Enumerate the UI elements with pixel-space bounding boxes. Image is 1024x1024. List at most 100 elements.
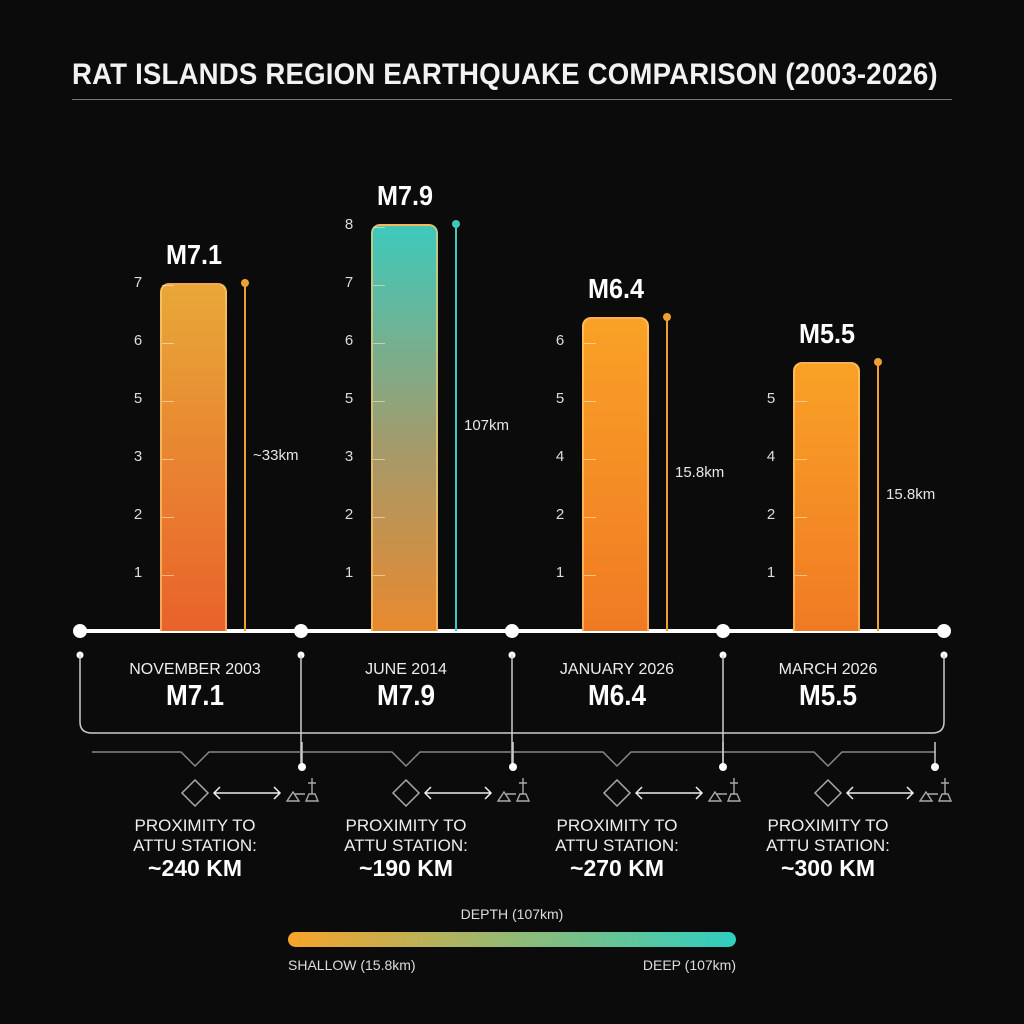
proximity-heading: ATTU STATION: [555, 836, 679, 855]
tick-label: 2 [766, 506, 776, 523]
depth-label: 15.8km [886, 486, 936, 504]
magnitude-bar [371, 223, 438, 631]
date-label: JANUARY 2026 [559, 661, 675, 678]
depth-line [455, 223, 457, 631]
bar-tick [373, 516, 385, 518]
depth-dot [452, 219, 460, 228]
chart-title: RAT ISLANDS REGION EARTHQUAKE COMPARISON… [72, 58, 938, 91]
date-label: NOVEMBER 2003 [129, 661, 261, 678]
tick-label: 5 [344, 390, 354, 407]
depth-dot [663, 313, 671, 322]
bar-value-label: M5.5 [798, 317, 856, 349]
depth-label: ~33km [253, 447, 299, 465]
magnitude-bar [160, 283, 227, 631]
tick-label: 5 [133, 390, 143, 407]
bar-value-label: M7.1 [165, 239, 223, 271]
timeline-node [73, 624, 87, 638]
bar-tick [795, 459, 807, 460]
bar-tick [584, 342, 596, 344]
bar-tick [584, 458, 596, 460]
legend-shallow-label: SHALLOW (15.8km) [288, 957, 416, 973]
station-marker-dot [931, 763, 939, 771]
depth-dot [241, 279, 249, 288]
tick-label: 6 [555, 332, 565, 349]
bar-tick [584, 574, 596, 576]
seismic-station-icon [707, 778, 742, 802]
proximity-connector [92, 751, 935, 768]
tick-label: 1 [133, 564, 143, 581]
station-marker-dot [719, 763, 727, 771]
proximity-heading: PROXIMITY TO [345, 816, 467, 835]
tick-label: 7 [133, 274, 143, 291]
bar-tick [373, 284, 385, 286]
bar-tick [795, 401, 807, 402]
bar-tick [373, 226, 385, 228]
station-marker-dot [298, 763, 306, 771]
magnitude-bar [793, 361, 860, 631]
seismic-station-icon [918, 778, 953, 802]
bar-tick [373, 342, 385, 344]
tick-label: 6 [133, 332, 143, 349]
proximity-heading: PROXIMITY TO [556, 816, 678, 835]
proximity-heading: ATTU STATION: [344, 836, 468, 855]
tick-label: 3 [344, 448, 354, 465]
double-arrow-icon [212, 786, 282, 800]
proximity-value: ~240 KM [148, 855, 242, 881]
epicenter-diamond-icon [602, 778, 632, 808]
bar-value-label: M6.4 [587, 273, 645, 305]
depth-label: 107km [464, 417, 510, 435]
bar-tick [373, 458, 385, 460]
depth-line [877, 361, 879, 631]
timeline-node [937, 624, 951, 638]
depth-legend-gradient [288, 932, 736, 947]
bar-value-label: M7.9 [376, 179, 434, 211]
epicenter-diamond-icon [180, 778, 210, 808]
bar-tick [584, 400, 596, 402]
date-label: JUNE 2014 [365, 661, 447, 678]
proximity-value: ~300 KM [781, 855, 875, 881]
tick-label: 7 [344, 274, 354, 291]
tick-label: 4 [555, 448, 565, 465]
bar-tick [795, 575, 807, 576]
timeline-node [716, 624, 730, 638]
epicenter-diamond-icon [813, 778, 843, 808]
date-magnitude: M5.5 [798, 680, 858, 712]
date-magnitude: M6.4 [587, 680, 647, 712]
tick-label: 8 [344, 216, 354, 233]
bar-tick [162, 285, 174, 286]
legend-title: DEPTH (107km) [460, 906, 564, 922]
tick-label: 1 [344, 564, 354, 581]
proximity-value: ~270 KM [570, 855, 664, 881]
depth-line [666, 317, 668, 631]
bar-tick [795, 517, 807, 518]
bar-tick [373, 400, 385, 402]
bar-tick [584, 516, 596, 518]
bar-tick [162, 574, 174, 576]
depth-dot [874, 357, 882, 366]
tick-label: 5 [555, 390, 565, 407]
tick-label: 1 [766, 564, 776, 581]
date-magnitude: M7.9 [376, 680, 436, 712]
proximity-heading: ATTU STATION: [133, 836, 257, 855]
bar-tick [162, 342, 174, 344]
double-arrow-icon [634, 786, 704, 800]
station-marker-dot [509, 763, 517, 771]
bar-tick [162, 400, 174, 402]
bar-tick [373, 574, 385, 576]
seismic-station-icon [285, 778, 320, 802]
tick-label: 2 [555, 506, 565, 523]
depth-label: 15.8km [675, 464, 725, 482]
proximity-value: ~190 KM [359, 855, 453, 881]
seismic-station-icon [496, 778, 531, 802]
date-magnitude: M7.1 [165, 680, 225, 712]
legend-deep-label: DEEP (107km) [642, 957, 736, 973]
proximity-heading: ATTU STATION: [766, 836, 890, 855]
tick-label: 4 [766, 448, 776, 465]
magnitude-bar [582, 317, 649, 631]
timeline-node [294, 624, 308, 638]
double-arrow-icon [845, 786, 915, 800]
depth-line [244, 283, 246, 631]
title-divider [72, 99, 952, 100]
tick-label: 5 [766, 390, 776, 407]
